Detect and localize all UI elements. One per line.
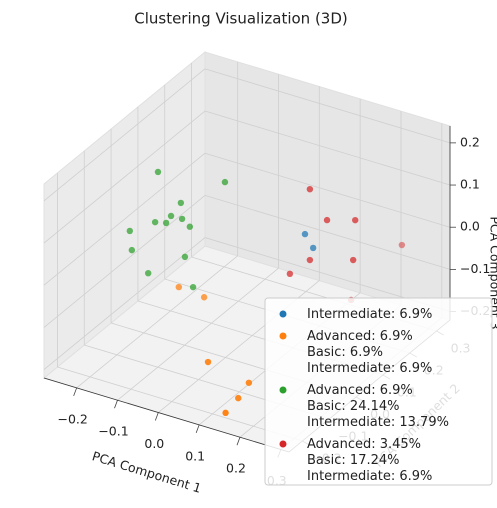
point — [286, 270, 294, 278]
point — [186, 223, 194, 230]
point — [126, 227, 134, 235]
legend-box — [264, 297, 493, 486]
grid-line — [43, 195, 206, 328]
x-tick — [114, 400, 118, 409]
point — [349, 256, 357, 264]
legend-marker — [279, 440, 287, 448]
point — [154, 168, 162, 176]
point — [222, 409, 229, 417]
legend-marker — [279, 386, 287, 394]
tick-label: 0.2 — [226, 461, 246, 476]
grid-line — [76, 255, 238, 389]
grid-line — [204, 152, 451, 228]
point — [235, 394, 242, 402]
point — [144, 269, 152, 277]
chart-title: Clustering Visualization (3D) — [134, 10, 348, 28]
legend: Intermediate: 6.9% Advanced: 6.9% Basic: 6… — [264, 297, 493, 486]
point — [128, 246, 136, 254]
point — [181, 253, 189, 261]
grid-line — [43, 110, 206, 244]
tick-label: 0.2 — [460, 134, 480, 149]
tick-label: 0.0 — [460, 219, 480, 234]
grid-line — [43, 152, 206, 286]
legend-label: Advanced: 6.9% Basic: 24.14% Intermediate:… — [307, 383, 449, 430]
point — [309, 244, 317, 252]
grid-line — [117, 267, 279, 401]
legend-label: Advanced: 3.45% Basic: 17.24% Intermediate… — [307, 437, 432, 484]
z-axis-label: PCA Component 3 — [488, 216, 497, 329]
legend-marker — [279, 310, 287, 318]
point — [398, 241, 406, 249]
legend-label: Advanced: 6.9% Basic: 6.9% Intermediate: 6… — [307, 329, 432, 376]
point — [162, 219, 170, 227]
grid-line — [57, 366, 303, 442]
point — [306, 256, 314, 264]
point — [221, 178, 229, 186]
point — [200, 294, 208, 301]
point — [306, 185, 314, 193]
tick-label: 0.1 — [185, 448, 205, 463]
grid-line — [204, 195, 451, 270]
grid-line — [43, 237, 206, 370]
tick-label: −0.1 — [460, 261, 490, 276]
point — [352, 216, 359, 224]
point — [189, 283, 197, 291]
point — [301, 230, 309, 238]
x-tick — [236, 437, 241, 446]
point — [323, 216, 331, 224]
grid-line — [204, 110, 451, 186]
tick-label: 0.0 — [144, 436, 164, 451]
x-tick — [154, 412, 159, 421]
point — [177, 199, 185, 207]
x-tick — [195, 424, 200, 434]
grid-line — [204, 68, 451, 144]
point — [178, 215, 186, 223]
tick-label: −0.2 — [57, 411, 87, 426]
legend-marker — [279, 332, 287, 340]
point — [245, 379, 253, 386]
tick-label: −0.1 — [98, 424, 128, 439]
point — [151, 218, 159, 226]
legend-label: Intermediate: 6.9% — [307, 307, 432, 322]
grid-line — [43, 68, 206, 202]
tick-label: 0.1 — [460, 177, 480, 192]
point — [167, 212, 175, 220]
x-tick — [73, 387, 78, 397]
point — [175, 283, 183, 291]
point — [204, 358, 212, 366]
x-axis — [43, 377, 290, 453]
